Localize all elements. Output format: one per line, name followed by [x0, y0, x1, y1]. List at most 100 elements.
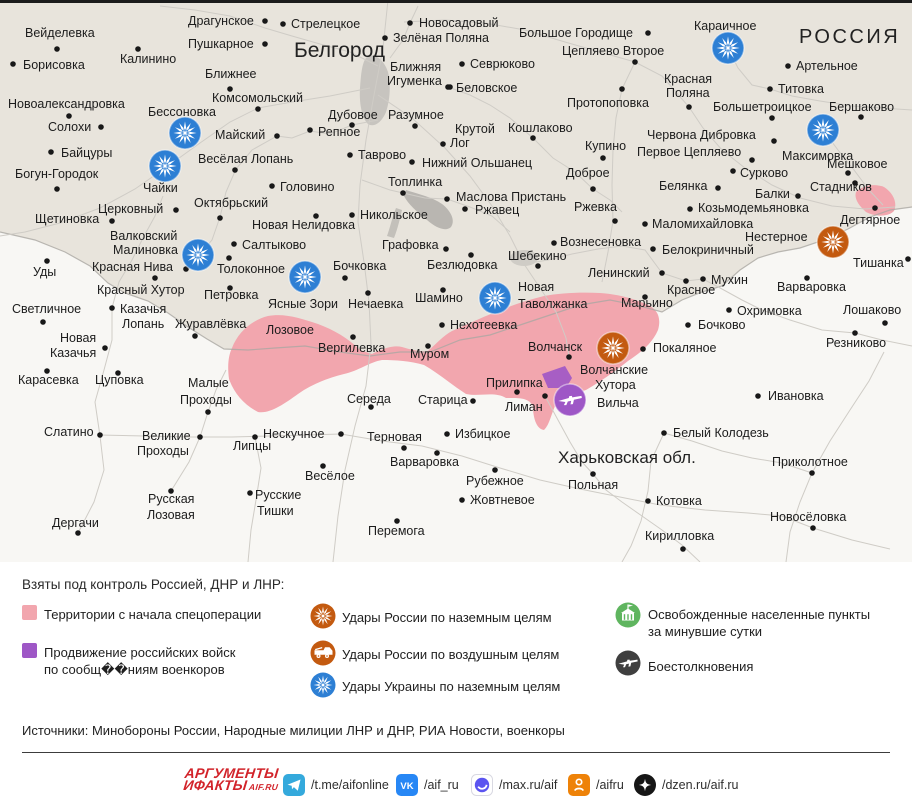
- settlement-label: Слатино: [44, 425, 94, 439]
- settlement-dot: [661, 430, 667, 436]
- settlement-label: Рубежное: [466, 474, 524, 488]
- settlement-label: Котовка: [656, 494, 702, 508]
- settlement-label: Малиновка: [113, 243, 178, 257]
- settlement-label: Байцуры: [61, 146, 112, 160]
- settlement-dot: [320, 463, 326, 469]
- settlement-label: Вильча: [597, 396, 639, 410]
- sources-line: Источники: Минобороны России, Народные м…: [22, 723, 565, 738]
- settlement-dot: [612, 218, 618, 224]
- settlement-label: Новая: [518, 280, 554, 294]
- settlement-label: Лозовая: [147, 508, 195, 522]
- strike-marker-clash-purple: [553, 383, 587, 417]
- liberated-label-line2: за минувшие сутки: [648, 624, 763, 639]
- settlement-label: Никольское: [360, 208, 428, 222]
- settlement-dot: [247, 490, 253, 496]
- strike-marker-ukr-ground: [181, 238, 215, 272]
- settlement-dot: [338, 431, 344, 437]
- settlement-dot: [66, 113, 72, 119]
- settlement-label: Бершаково: [829, 100, 894, 114]
- advance-label-line2: по сообщ��ниям военкоров: [44, 662, 225, 677]
- settlement-label: Бочковка: [333, 259, 386, 273]
- settlement-label: Покаляное: [653, 341, 717, 355]
- settlement-label: Нечаевка: [348, 297, 403, 311]
- settlement-label: Пушкарное: [188, 37, 254, 51]
- settlement-dot: [54, 186, 60, 192]
- settlement-dot: [98, 124, 104, 130]
- settlement-dot: [409, 159, 415, 165]
- region-label: РОССИЯ: [799, 26, 900, 48]
- settlement-label: Русские: [255, 488, 301, 502]
- ok-icon: [568, 774, 590, 796]
- settlement-label: Титовка: [778, 82, 824, 96]
- settlement-label: Лозовое: [266, 323, 314, 337]
- legend-heading: Взяты под контроль Россией, ДНР и ЛНР:: [22, 577, 285, 592]
- settlement-dot: [468, 252, 474, 258]
- settlement-label: Казачья: [120, 302, 166, 316]
- settlement-label: Красная: [664, 72, 712, 86]
- settlement-label: Бессоновка: [148, 105, 216, 119]
- settlement-dot: [686, 104, 692, 110]
- settlement-dot: [905, 256, 911, 262]
- settlement-dot: [255, 106, 261, 112]
- settlement-label: Вергилевка: [318, 341, 385, 355]
- clash-icon: [615, 650, 641, 676]
- settlement-label: Карасевка: [18, 373, 79, 387]
- settlement-label: Артельное: [796, 59, 858, 73]
- settlement-dot: [440, 287, 446, 293]
- settlement-label: Красное: [667, 283, 715, 297]
- settlement-label: Кошлаково: [508, 121, 573, 135]
- settlement-label: Ивановка: [768, 389, 824, 403]
- social-link-telegram[interactable]: /t.me/aifonline: [283, 774, 389, 796]
- settlement-label: Старица: [418, 393, 468, 407]
- settlement-label: Весёлое: [305, 469, 355, 483]
- social-link-dzen[interactable]: /dzen.ru/aif.ru: [634, 774, 738, 796]
- settlement-dot: [307, 127, 313, 133]
- settlement-label: Дегтярное: [840, 213, 900, 227]
- settlement-dot: [434, 450, 440, 456]
- settlement-dot: [767, 86, 773, 92]
- territory-swatch: [22, 605, 37, 620]
- settlement-dot: [514, 389, 520, 395]
- settlement-label: Караичное: [694, 19, 756, 33]
- settlement-label: Таволжанка: [518, 297, 587, 311]
- settlement-label: Зелёная Поляна: [393, 31, 489, 45]
- settlement-dot: [600, 155, 606, 161]
- telegram-icon: [283, 774, 305, 796]
- social-link-max[interactable]: /max.ru/aif: [471, 774, 557, 796]
- settlement-label: Цепляево Второе: [562, 44, 664, 58]
- settlement-dot: [10, 61, 16, 67]
- aif-logo-line2: ИФАКТЫAIF.RU: [182, 777, 279, 793]
- settlement-label: Ржавец: [475, 203, 519, 217]
- settlement-dot: [394, 518, 400, 524]
- settlement-dot: [197, 434, 203, 440]
- dzen-handle: /dzen.ru/aif.ru: [662, 778, 739, 792]
- settlement-dot: [551, 240, 557, 246]
- settlement-dot: [445, 84, 451, 90]
- settlement-label: Новосадовый: [419, 16, 499, 30]
- social-link-vk[interactable]: VK /aif_ru: [396, 774, 459, 796]
- settlement-dot: [700, 276, 706, 282]
- settlement-label: Терновая: [367, 430, 422, 444]
- settlement-label: Стадников: [810, 180, 872, 194]
- settlement-dot: [349, 212, 355, 218]
- ukr-ground-strike-icon: [310, 672, 336, 698]
- settlement-label: Мешковое: [827, 157, 888, 171]
- settlement-dot: [640, 346, 646, 352]
- settlement-dot: [173, 207, 179, 213]
- settlement-label: Балки: [755, 187, 790, 201]
- strike-marker-ukr-ground: [168, 116, 202, 150]
- settlement-label: Нехотеевка: [450, 318, 517, 332]
- settlement-label: Ближняя: [390, 60, 441, 74]
- settlement-dot: [650, 246, 656, 252]
- liberated-settlements-icon: [615, 602, 641, 628]
- settlement-label: Дергачи: [52, 516, 99, 530]
- settlement-label: Беловское: [456, 81, 517, 95]
- social-link-ok[interactable]: /aifru: [568, 774, 624, 796]
- settlement-label: Солохи: [48, 120, 91, 134]
- settlement-dot: [715, 185, 721, 191]
- settlement-label: Графовка: [382, 238, 439, 252]
- settlement-label: Комсомольский: [212, 91, 303, 105]
- settlement-label: Прилипка: [486, 376, 543, 390]
- settlement-dot: [730, 168, 736, 174]
- strike-marker-ukr-ground: [288, 260, 322, 294]
